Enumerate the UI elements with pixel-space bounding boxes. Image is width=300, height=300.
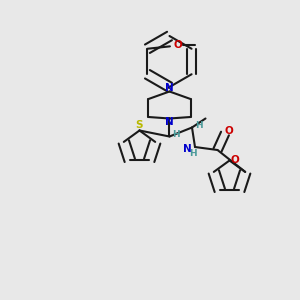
Text: N: N: [164, 117, 173, 127]
Text: H: H: [195, 122, 203, 130]
Text: S: S: [135, 120, 143, 130]
Text: O: O: [174, 40, 183, 50]
Text: H: H: [189, 149, 196, 158]
Text: N: N: [183, 144, 192, 154]
Text: O: O: [230, 154, 239, 165]
Text: O: O: [224, 126, 233, 136]
Text: N: N: [164, 83, 173, 93]
Text: H: H: [172, 130, 180, 139]
